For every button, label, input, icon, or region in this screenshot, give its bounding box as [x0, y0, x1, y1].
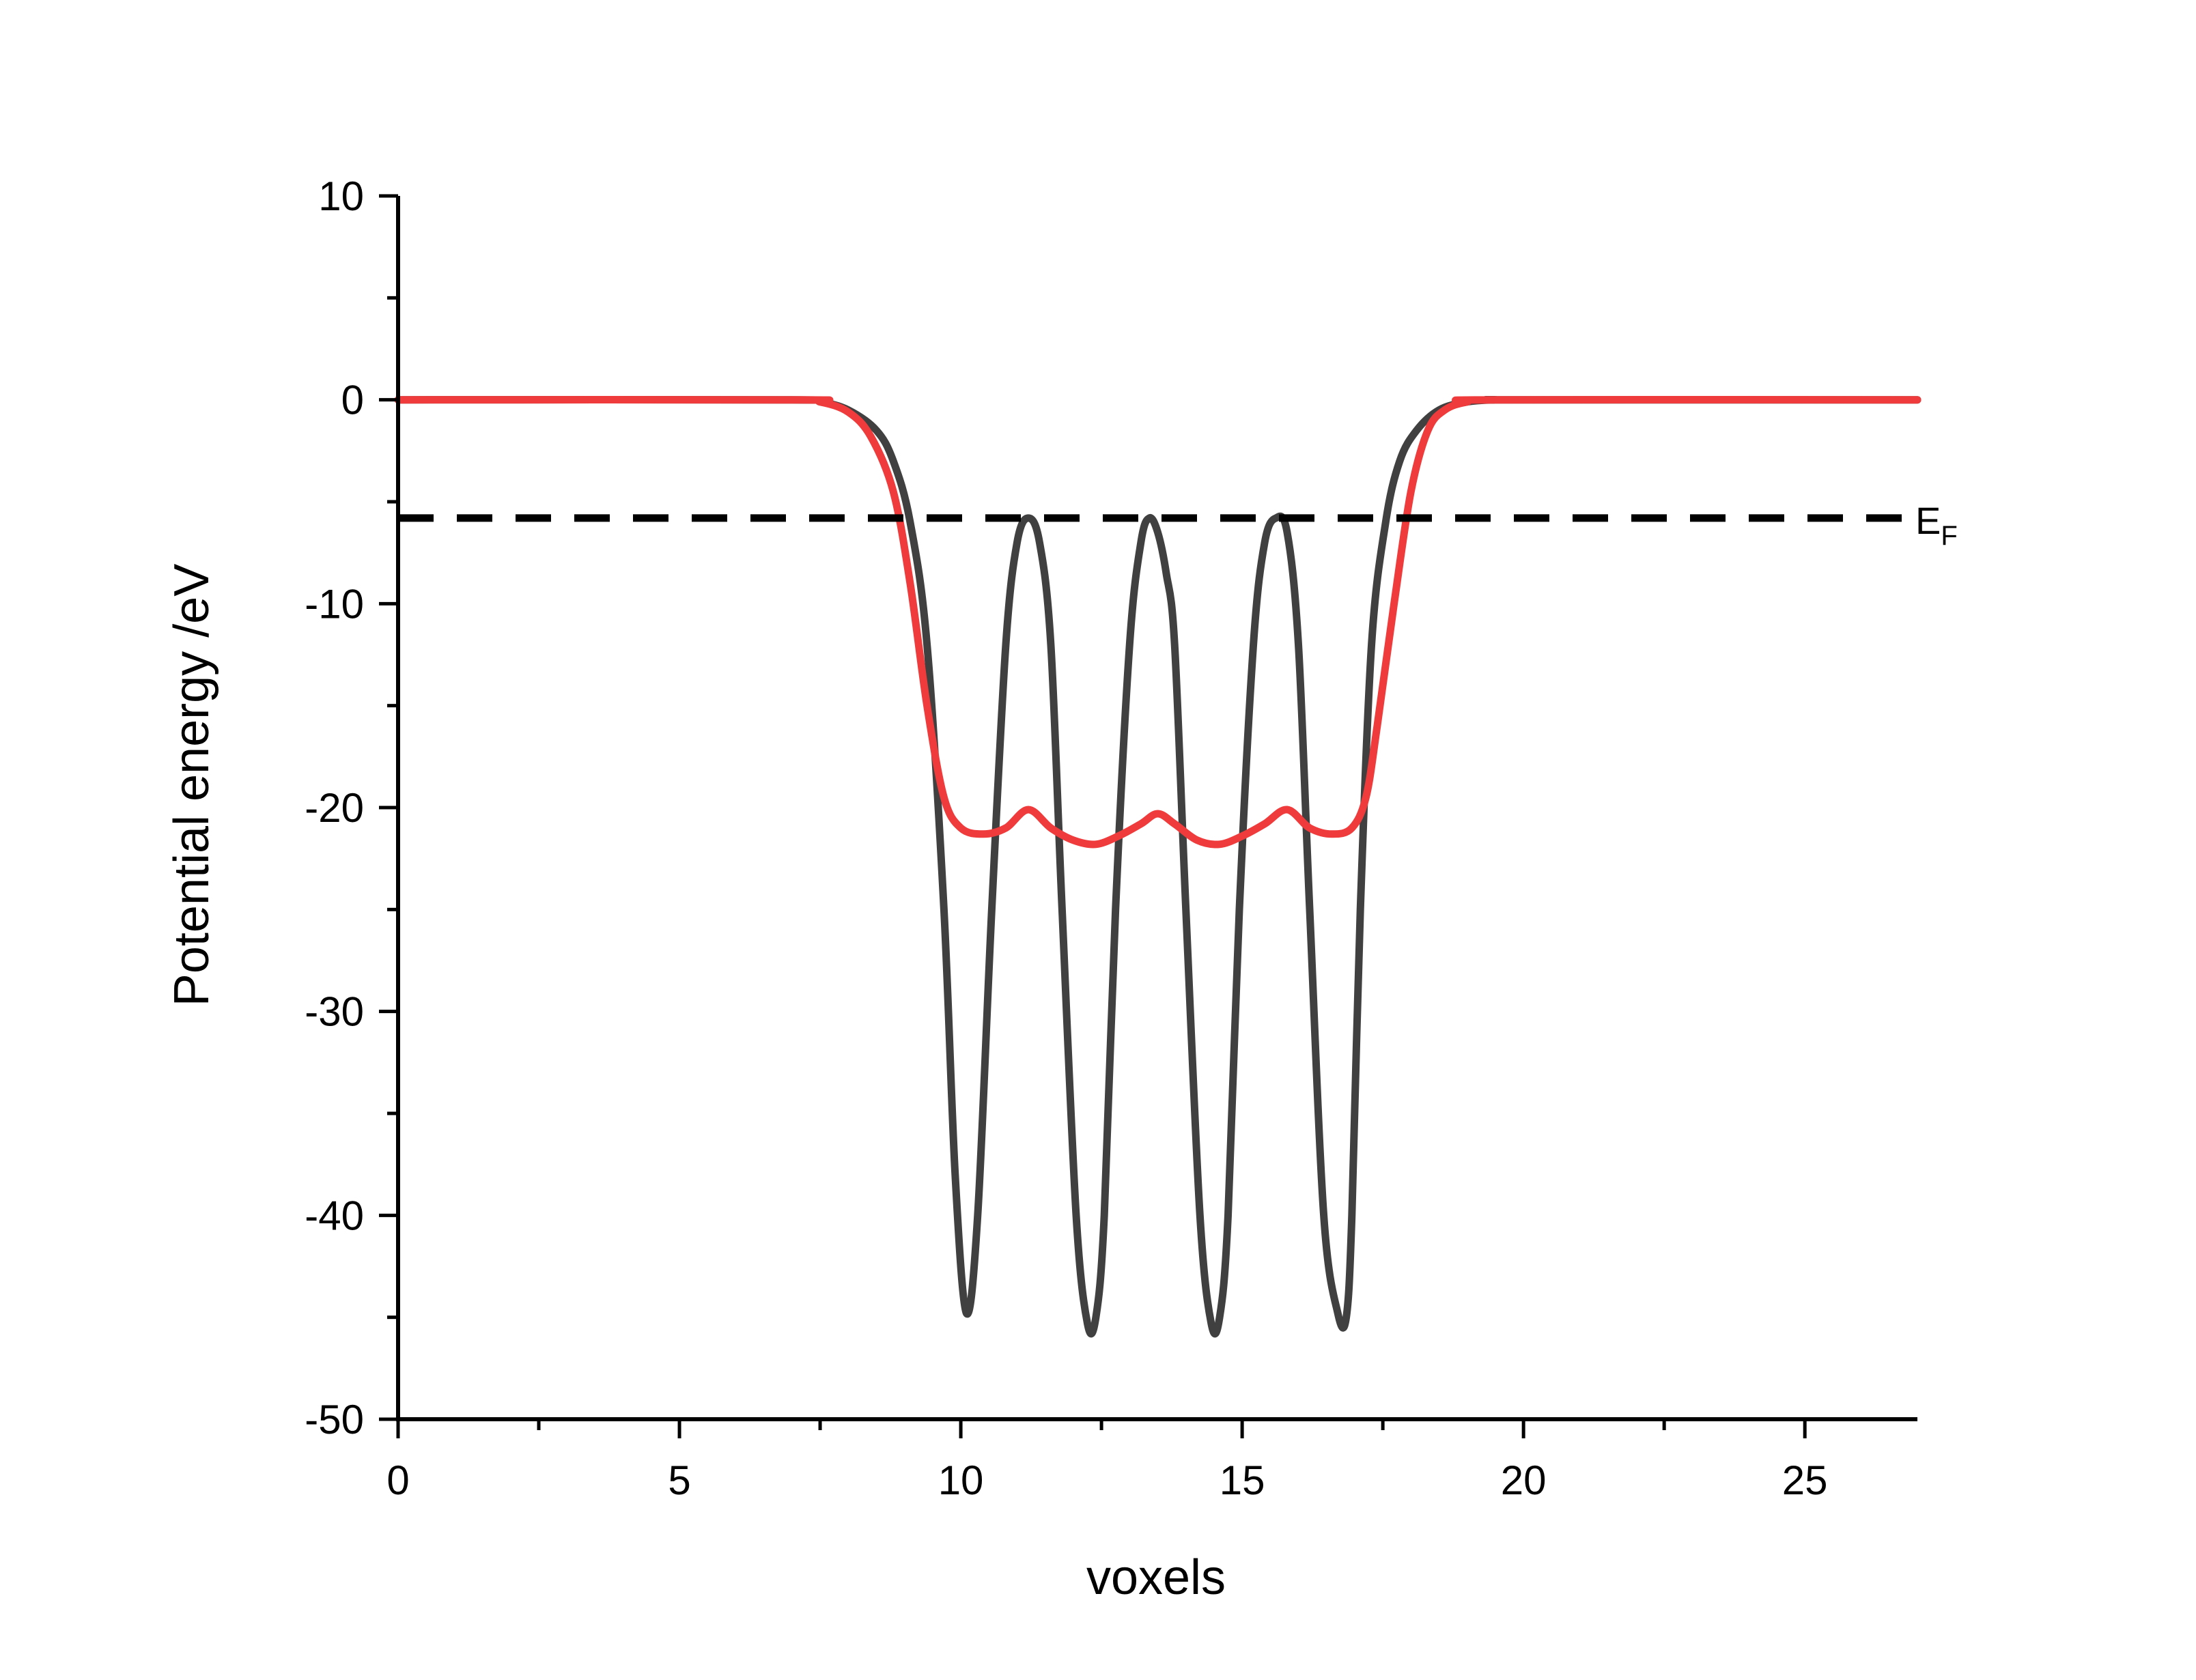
x-tick-label: 15	[1220, 1457, 1265, 1503]
axes	[396, 196, 1917, 1421]
x-tick-label: 5	[668, 1457, 690, 1503]
y-axis-title: Potential energy /eV	[165, 564, 219, 1006]
x-tick-label: 20	[1501, 1457, 1547, 1503]
x-tick-label: 10	[938, 1457, 984, 1503]
fermi-level-label-subscript: F	[1941, 521, 1957, 551]
series-line-1	[394, 395, 1922, 1338]
y-tick-label: -20	[305, 785, 364, 831]
y-tick-label: -40	[305, 1193, 364, 1238]
series-line-2	[394, 395, 1922, 849]
x-axis-title: voxels	[1086, 1550, 1226, 1605]
y-ticks: -50 -40 -30 -20 -10 0 10	[305, 173, 398, 1442]
plot-lines	[394, 395, 1922, 1338]
y-tick-label: -30	[305, 989, 364, 1035]
y-tick-label: -10	[305, 581, 364, 627]
x-tick-label: 0	[386, 1457, 409, 1503]
fermi-level-label: EF	[1915, 499, 1958, 551]
x-tick-label: 25	[1782, 1457, 1828, 1503]
y-tick-label: -50	[305, 1397, 364, 1442]
y-tick-label: 0	[341, 378, 364, 423]
fermi-level-label-main: E	[1915, 499, 1941, 542]
x-ticks: 0 5 10 15 20 25	[386, 1419, 1828, 1503]
y-tick-label: 10	[318, 173, 364, 219]
